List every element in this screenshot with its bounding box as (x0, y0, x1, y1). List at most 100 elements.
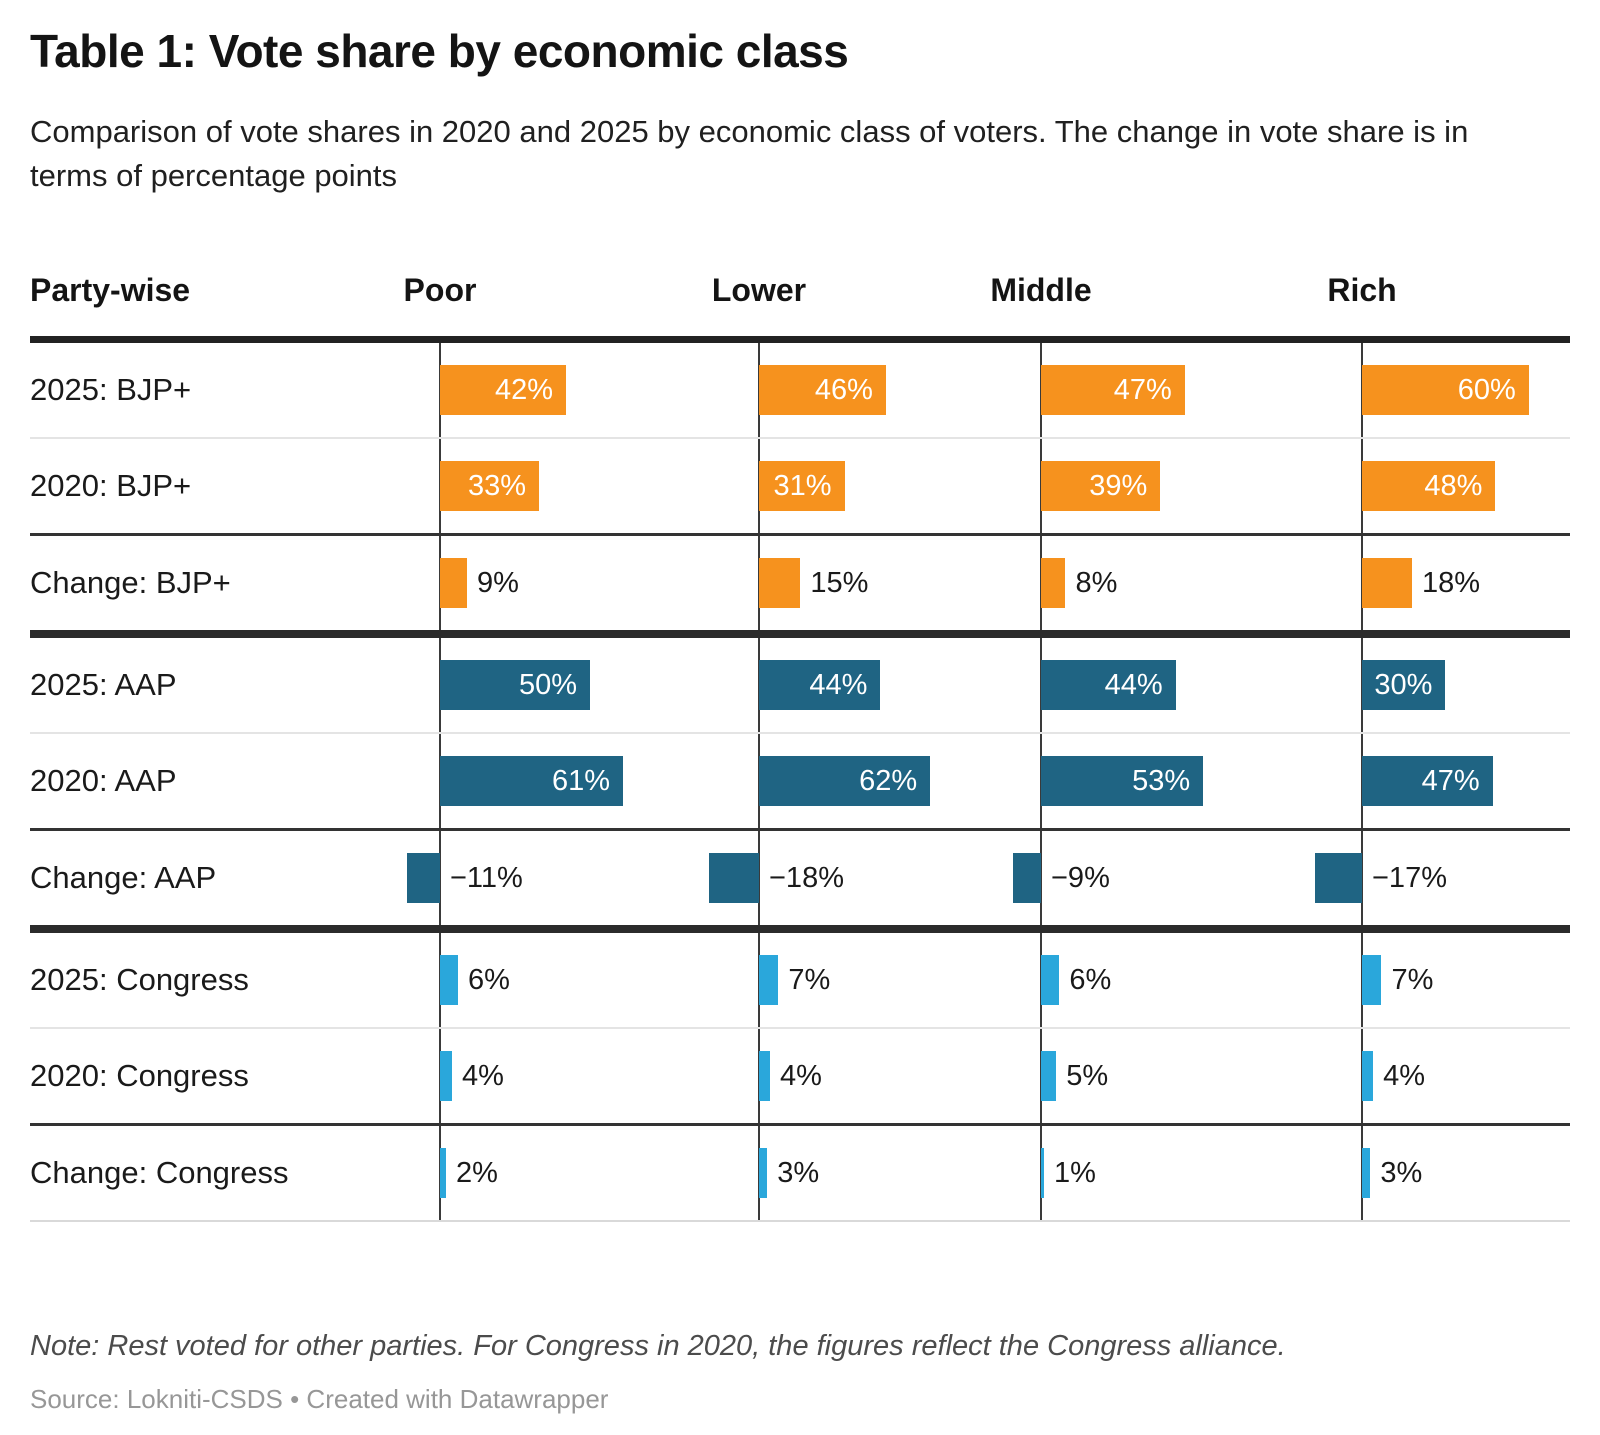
bar-aap (1013, 853, 1041, 903)
row-separator-light (30, 1027, 1570, 1029)
bar-value-label: 7% (1391, 964, 1434, 996)
row-label: 2025: AAP (30, 667, 177, 702)
bar-value-label: 39% (1089, 470, 1148, 502)
bar-bjp: 31% (759, 461, 845, 511)
bar-aap: 44% (1041, 660, 1176, 710)
bar-value-label: 30% (1374, 669, 1433, 701)
bar-value-label: 5% (1066, 1060, 1109, 1092)
bar-congress (440, 955, 458, 1005)
bar-bjp (1362, 558, 1413, 608)
bar-aap: 62% (759, 756, 931, 806)
bar-value-label: 2% (456, 1157, 498, 1189)
bar-congress (1041, 1148, 1045, 1198)
row-separator-dark (30, 828, 1570, 831)
table-row: 2020: BJP+ 33% 31% 39% 48% (30, 439, 1570, 533)
bar-value-label: 48% (1424, 470, 1483, 502)
row-separator-light (30, 437, 1570, 439)
bar-value-label: 15% (810, 567, 869, 599)
bar-aap: 44% (759, 660, 881, 710)
bar-aap: 50% (440, 660, 590, 710)
row-separator-thick (30, 630, 1570, 638)
bar-value-label: −9% (1051, 862, 1110, 894)
bar-bjp: 33% (440, 461, 539, 511)
row-separator-dark (30, 533, 1570, 536)
bar-congress (440, 1051, 452, 1101)
footnote: Note: Rest voted for other parties. For … (30, 1330, 1286, 1362)
table-row: 2020: Congress 4% 4% 5% 4% (30, 1029, 1570, 1123)
row-label: 2025: Congress (30, 962, 249, 997)
bar-aap: 30% (1362, 660, 1446, 710)
bar-bjp: 42% (440, 365, 566, 415)
row-separator-thick (30, 925, 1570, 933)
table-body: 2025: BJP+ 42% 46% 47% 60% 2020: BJP+ 33% 31% 39… (0, 343, 1600, 1222)
chart-subtitle: Comparison of vote shares in 2020 and 20… (30, 114, 1469, 193)
table-row: 2025: BJP+ 42% 46% 47% 60% (30, 343, 1570, 437)
bar-congress (759, 1051, 771, 1101)
row-label: 2020: Congress (30, 1058, 249, 1093)
bar-value-label: 53% (1132, 765, 1191, 797)
bar-bjp (1041, 558, 1066, 608)
bar-value-label: −11% (450, 862, 523, 894)
bar-value-label: 6% (1069, 964, 1112, 996)
source-line: Source: Lokniti-CSDS • Created with Data… (30, 1384, 609, 1414)
bar-value-label: 33% (467, 470, 526, 502)
bar-value-label: 47% (1113, 374, 1172, 406)
table-row: Change: Congress 2% 3% 1% 3% (30, 1126, 1570, 1220)
bar-aap: 53% (1041, 756, 1204, 806)
bar-value-label: 31% (773, 470, 832, 502)
bar-congress (1041, 955, 1060, 1005)
table-bottom-border (30, 1220, 1570, 1222)
row-separator-light (30, 732, 1570, 734)
row-separator-dark (30, 1123, 1570, 1126)
bar-value-label: 6% (468, 964, 510, 996)
row-label: 2025: BJP+ (30, 372, 192, 407)
header-separator-line (30, 336, 1570, 343)
bar-bjp (759, 558, 801, 608)
table-row: Change: AAP −11% −18% −9% −17% (30, 831, 1570, 925)
bar-value-label: 7% (788, 964, 831, 996)
bar-value-label: 60% (1457, 374, 1516, 406)
bar-value-label: −18% (769, 862, 844, 894)
bar-congress (1362, 955, 1382, 1005)
table-row: 2025: AAP 50% 44% 44% 30% (30, 638, 1570, 732)
row-label: Change: AAP (30, 860, 217, 895)
bar-value-label: 4% (1383, 1060, 1426, 1092)
table-row: 2025: Congress 6% 7% 6% 7% (30, 933, 1570, 1027)
bar-value-label: 42% (494, 374, 553, 406)
bar-congress (759, 1148, 768, 1198)
table-row: 2020: AAP 61% 62% 53% 47% (30, 734, 1570, 828)
bar-value-label: 44% (1104, 669, 1163, 701)
bar-value-label: 4% (780, 1060, 822, 1092)
bar-congress (1362, 1051, 1374, 1101)
corner-label: Party-wise (30, 272, 191, 308)
row-label: Change: BJP+ (30, 565, 231, 600)
bar-congress (1041, 1051, 1057, 1101)
bar-value-label: 3% (777, 1157, 820, 1189)
column-header-poor: Poor (403, 272, 477, 308)
bar-aap (1314, 853, 1362, 903)
bar-aap (709, 853, 759, 903)
bar-bjp: 48% (1362, 461, 1496, 511)
bar-value-label: 4% (462, 1060, 504, 1092)
column-header-middle: Middle (990, 272, 1092, 308)
bar-value-label: 3% (1380, 1157, 1423, 1189)
bar-value-label: 47% (1421, 765, 1480, 797)
bar-value-label: 44% (809, 669, 868, 701)
bar-value-label: 61% (551, 765, 610, 797)
page-title: Table 1: Vote share by economic class (30, 25, 849, 77)
bar-value-label: 62% (859, 765, 918, 797)
column-header-lower: Lower (711, 272, 807, 308)
row-label: Change: Congress (30, 1155, 289, 1190)
table-row: Change: BJP+ 9% 15% 8% 18% (30, 536, 1570, 630)
bar-value-label: 18% (1422, 567, 1481, 599)
bar-value-label: −17% (1372, 862, 1447, 894)
bar-congress (440, 1148, 446, 1198)
bar-bjp: 46% (759, 365, 886, 415)
bar-congress (1362, 1148, 1371, 1198)
bar-value-label: 8% (1075, 567, 1118, 599)
bar-value-label: 46% (814, 374, 873, 406)
bar-value-label: 9% (477, 567, 519, 599)
bar-bjp: 47% (1041, 365, 1185, 415)
column-header-rich: Rich (1327, 272, 1397, 308)
bar-aap: 61% (440, 756, 623, 806)
